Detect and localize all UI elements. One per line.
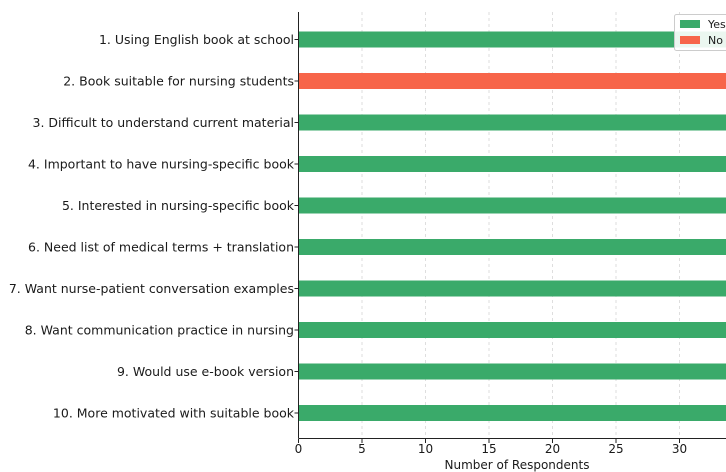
y-tick-label: 7. Want nurse-patient conversation examp… bbox=[9, 281, 294, 296]
y-tick-label: 5. Interested in nursing-specific book bbox=[62, 198, 295, 213]
bar-yes bbox=[298, 114, 726, 131]
bar-yes bbox=[298, 31, 726, 48]
x-axis-label: Number of Respondents bbox=[445, 458, 590, 472]
axes bbox=[298, 12, 726, 439]
x-tick-label: 5 bbox=[358, 442, 366, 456]
bar-yes bbox=[298, 156, 726, 172]
x-tick-label: 10 bbox=[418, 442, 433, 456]
y-tick-label: 10. More motivated with suitable book bbox=[53, 406, 295, 421]
bar-yes bbox=[298, 363, 726, 380]
legend-swatch-no bbox=[680, 36, 700, 44]
bar-yes bbox=[298, 405, 726, 421]
y-tick-label: 8. Want communication practice in nursin… bbox=[25, 323, 294, 338]
y-tick-label: 9. Would use e-book version bbox=[117, 364, 294, 379]
y-tick-label: 1. Using English book at school bbox=[99, 32, 294, 47]
legend-label-yes: Yes bbox=[707, 18, 726, 31]
y-tick-labels: 1. Using English book at school 2. Book s… bbox=[9, 32, 299, 421]
y-tick-label: 4. Important to have nursing-specific bo… bbox=[28, 157, 295, 172]
bar-no bbox=[298, 73, 726, 89]
x-tick-labels: 0 5 10 15 20 25 30 bbox=[295, 438, 687, 456]
bar-yes bbox=[298, 280, 726, 297]
bar-yes bbox=[298, 322, 726, 338]
bar-yes bbox=[298, 239, 726, 255]
y-tick-label: 2. Book suitable for nursing students bbox=[63, 74, 294, 89]
x-tick-label: 20 bbox=[545, 442, 560, 456]
x-tick-label: 30 bbox=[672, 442, 687, 456]
y-tick-label: 3. Difficult to understand current mater… bbox=[33, 115, 295, 130]
legend-swatch-yes bbox=[680, 20, 700, 28]
bar-yes bbox=[298, 197, 726, 214]
legend-label-no: No bbox=[708, 34, 723, 47]
x-tick-label: 15 bbox=[481, 442, 496, 456]
bars bbox=[298, 31, 726, 421]
y-tick-label: 6. Need list of medical terms + translat… bbox=[28, 240, 294, 255]
x-tick-label: 25 bbox=[608, 442, 623, 456]
x-tick-label: 0 bbox=[295, 442, 303, 456]
legend: Yes No bbox=[674, 14, 726, 51]
